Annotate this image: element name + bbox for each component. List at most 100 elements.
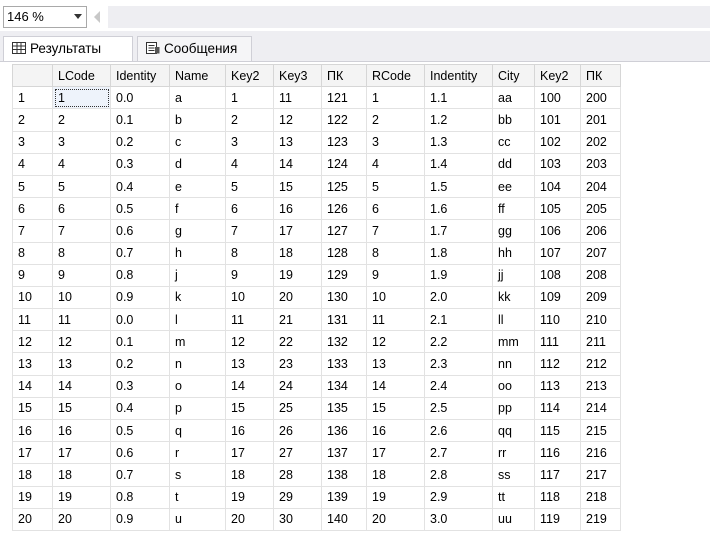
grid-cell[interactable]: 0.3 <box>110 152 170 176</box>
scroll-left-icon[interactable] <box>94 11 100 23</box>
grid-cell[interactable]: 4 <box>52 152 111 176</box>
grid-cell[interactable]: 203 <box>580 152 621 176</box>
row-number[interactable]: 11 <box>12 308 53 332</box>
grid-cell[interactable]: pp <box>492 396 535 421</box>
grid-cell[interactable]: 140 <box>321 507 367 531</box>
grid-cell[interactable]: q <box>169 418 226 443</box>
grid-cell[interactable]: 136 <box>321 418 367 443</box>
grid-cell[interactable]: bb <box>492 108 535 132</box>
grid-cell[interactable]: 10 <box>366 285 425 310</box>
grid-cell[interactable]: 0.1 <box>110 108 170 132</box>
grid-cell[interactable]: 1 <box>366 86 425 110</box>
column-header[interactable]: Indentity <box>424 63 493 88</box>
grid-cell[interactable]: 14 <box>273 152 322 176</box>
grid-cell[interactable]: qq <box>492 418 535 443</box>
grid-cell[interactable]: 1 <box>52 86 111 110</box>
grid-cell[interactable]: 2.5 <box>424 396 493 421</box>
grid-cell[interactable]: 100 <box>534 86 581 110</box>
grid-cell[interactable]: 6 <box>366 197 425 221</box>
grid-cell[interactable]: 16 <box>366 418 425 443</box>
grid-cell[interactable]: 110 <box>534 308 581 332</box>
grid-cell[interactable]: f <box>169 197 226 221</box>
grid-cell[interactable]: 123 <box>321 130 367 154</box>
grid-cell[interactable]: 121 <box>321 86 367 110</box>
grid-cell[interactable]: j <box>169 263 226 287</box>
grid-cell[interactable]: 3.0 <box>424 507 493 531</box>
grid-cell[interactable]: 13 <box>225 352 274 376</box>
grid-cell[interactable]: 4 <box>225 152 274 176</box>
grid-cell[interactable]: 11 <box>52 308 111 332</box>
grid-cell[interactable]: 1.4 <box>424 152 493 176</box>
grid-cell[interactable]: 133 <box>321 352 367 376</box>
grid-cell[interactable]: 3 <box>366 130 425 154</box>
grid-cell[interactable]: 5 <box>366 174 425 199</box>
grid-cell[interactable]: oo <box>492 374 535 398</box>
row-number[interactable]: 9 <box>12 263 53 287</box>
grid-cell[interactable]: 127 <box>321 219 367 243</box>
grid-cell[interactable]: 10 <box>225 285 274 310</box>
grid-cell[interactable]: 14 <box>366 374 425 398</box>
grid-cell[interactable]: 200 <box>580 86 621 110</box>
grid-cell[interactable]: h <box>169 241 226 265</box>
grid-cell[interactable]: 6 <box>225 197 274 221</box>
grid-cell[interactable]: 18 <box>225 463 274 487</box>
grid-cell[interactable]: 114 <box>534 396 581 421</box>
row-number[interactable]: 1 <box>12 86 53 110</box>
grid-cell[interactable]: tt <box>492 485 535 509</box>
grid-cell[interactable]: 128 <box>321 241 367 265</box>
grid-cell[interactable]: 115 <box>534 418 581 443</box>
grid-cell[interactable]: 3 <box>52 130 111 154</box>
grid-cell[interactable]: 4 <box>366 152 425 176</box>
grid-cell[interactable]: 0.9 <box>110 507 170 531</box>
row-number[interactable]: 4 <box>12 152 53 176</box>
grid-cell[interactable]: 17 <box>366 441 425 465</box>
column-header[interactable]: Key2 <box>534 63 581 88</box>
grid-cell[interactable]: 216 <box>580 441 621 465</box>
grid-cell[interactable]: 0.3 <box>110 374 170 398</box>
grid-cell[interactable]: e <box>169 174 226 199</box>
grid-cell[interactable]: 217 <box>580 463 621 487</box>
tab-results[interactable]: Результаты <box>3 36 133 61</box>
grid-cell[interactable]: 12 <box>366 330 425 354</box>
grid-cell[interactable]: 104 <box>534 174 581 199</box>
grid-cell[interactable]: 208 <box>580 263 621 287</box>
grid-cell[interactable]: 11 <box>366 308 425 332</box>
header-corner[interactable] <box>12 63 53 88</box>
grid-cell[interactable]: 130 <box>321 285 367 310</box>
grid-cell[interactable]: 7 <box>225 219 274 243</box>
grid-cell[interactable]: 0.2 <box>110 352 170 376</box>
grid-cell[interactable]: 1.8 <box>424 241 493 265</box>
grid-cell[interactable]: 24 <box>273 374 322 398</box>
row-number[interactable]: 18 <box>12 463 53 487</box>
grid-cell[interactable]: 112 <box>534 352 581 376</box>
row-number[interactable]: 16 <box>12 418 53 443</box>
grid-cell[interactable]: 15 <box>366 396 425 421</box>
grid-cell[interactable]: 101 <box>534 108 581 132</box>
grid-cell[interactable]: 1.2 <box>424 108 493 132</box>
grid-cell[interactable]: 132 <box>321 330 367 354</box>
grid-cell[interactable]: 29 <box>273 485 322 509</box>
grid-cell[interactable]: p <box>169 396 226 421</box>
column-header[interactable]: RCode <box>366 63 425 88</box>
grid-cell[interactable]: 210 <box>580 308 621 332</box>
grid-cell[interactable]: 15 <box>52 396 111 421</box>
grid-cell[interactable]: 2.3 <box>424 352 493 376</box>
row-number[interactable]: 14 <box>12 374 53 398</box>
grid-cell[interactable]: 5 <box>225 174 274 199</box>
grid-cell[interactable]: 0.6 <box>110 441 170 465</box>
grid-cell[interactable]: 1.7 <box>424 219 493 243</box>
grid-cell[interactable]: ff <box>492 197 535 221</box>
grid-cell[interactable]: m <box>169 330 226 354</box>
grid-cell[interactable]: 2.8 <box>424 463 493 487</box>
grid-cell[interactable]: 0.1 <box>110 330 170 354</box>
grid-cell[interactable]: 211 <box>580 330 621 354</box>
grid-cell[interactable]: 0.5 <box>110 197 170 221</box>
grid-cell[interactable]: 3 <box>225 130 274 154</box>
grid-cell[interactable]: 19 <box>225 485 274 509</box>
row-number[interactable]: 3 <box>12 130 53 154</box>
grid-cell[interactable]: 21 <box>273 308 322 332</box>
grid-cell[interactable]: 131 <box>321 308 367 332</box>
grid-cell[interactable]: 16 <box>52 418 111 443</box>
grid-cell[interactable]: 18 <box>52 463 111 487</box>
grid-cell[interactable]: 116 <box>534 441 581 465</box>
